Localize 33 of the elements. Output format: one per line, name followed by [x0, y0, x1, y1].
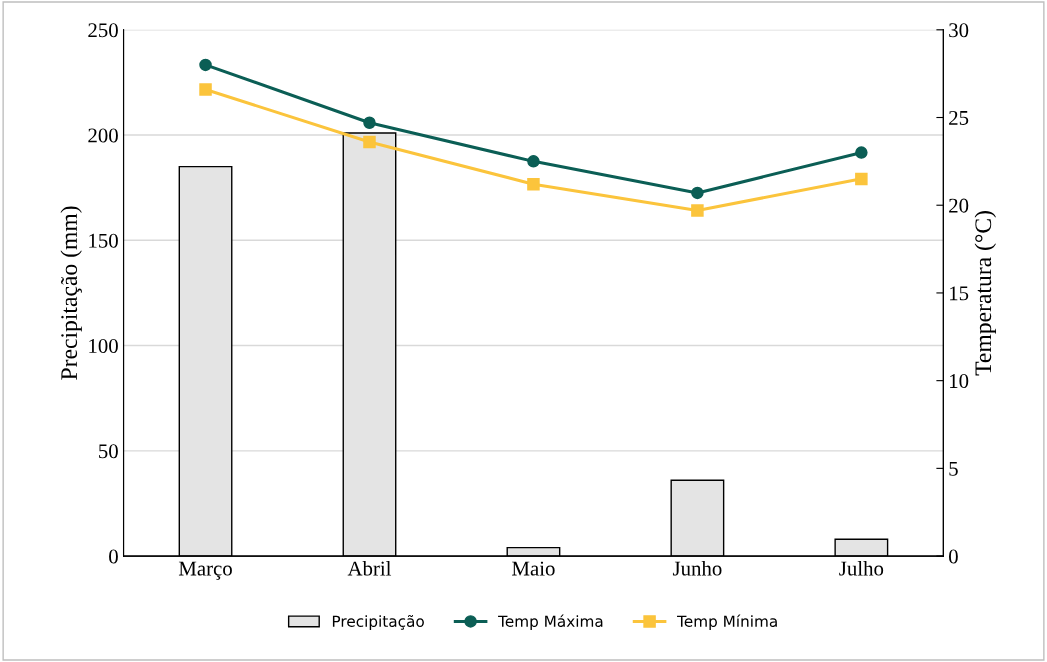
legend-label: Temp Mínima [677, 614, 777, 630]
x-tick-label: Maio [512, 561, 555, 576]
x-tick-label: Abril [347, 560, 392, 576]
y2-tick-label: 30 [949, 23, 969, 38]
point [527, 155, 540, 168]
y2-tick-label: 25 [949, 110, 969, 125]
point [855, 146, 868, 159]
y-tick-label: 50 [99, 444, 118, 459]
legend-label: Precipitação [332, 614, 424, 630]
legend-label: Temp Máxima [498, 614, 603, 630]
y-tick-label: 150 [89, 233, 118, 248]
y2-tick-label: 5 [949, 461, 958, 476]
y2-tick-label: 20 [949, 198, 969, 213]
x-tick-label: Julho [839, 560, 884, 576]
point [199, 83, 212, 96]
point [691, 204, 704, 217]
y-tick-label: 0 [109, 549, 118, 564]
y-tick-label: 250 [88, 23, 118, 38]
point [527, 177, 540, 191]
point [199, 58, 212, 72]
point [855, 172, 868, 186]
y2-tick-label: 0 [949, 549, 958, 564]
y2-axis-title: Temperatura (°C) [974, 211, 997, 376]
y2-tick-label: 10 [950, 374, 969, 389]
point [363, 116, 376, 130]
x-tick-label: Junho [672, 560, 722, 576]
y-axis-title: Precipitação (mm) [60, 206, 82, 380]
x-tick-label: Março [178, 561, 232, 580]
y-tick-label: 100 [89, 338, 118, 353]
point [691, 186, 704, 200]
y-tick-label: 200 [88, 128, 118, 143]
y2-tick-label: 15 [950, 286, 969, 301]
point [363, 135, 376, 149]
